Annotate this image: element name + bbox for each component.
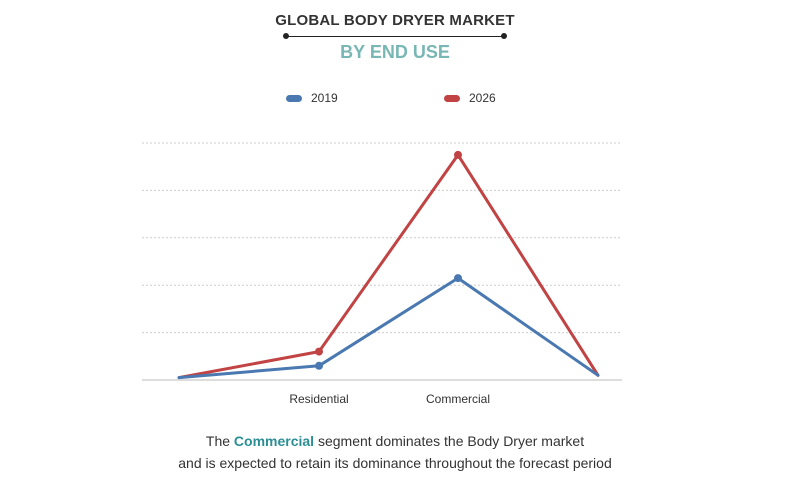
underline-left-dot: [283, 33, 289, 39]
legend-label-2019: 2019: [311, 91, 338, 105]
caption-line-2: and is expected to retain its dominance …: [178, 455, 612, 471]
chart-subtitle: BY END USE: [340, 42, 450, 62]
x-tick-label: Residential: [289, 392, 348, 406]
data-point-2026: [454, 150, 462, 159]
line-chart: Residential Commercial: [142, 142, 622, 406]
legend-swatch-2019: [286, 94, 302, 102]
underline-right-dot: [501, 33, 507, 39]
caption-prefix: The: [205, 433, 234, 449]
chart-title: GLOBAL BODY DRYER MARKET: [275, 12, 515, 29]
caption-line1-rest: segment dominates the Body Dryer market: [314, 433, 585, 449]
caption-line-1: The Commercial segment dominates the Bod…: [0, 430, 790, 452]
title-underline: [286, 36, 504, 37]
legend-item-2026: 2026: [444, 90, 496, 106]
x-tick-label: Commercial: [426, 392, 490, 406]
chart-caption: The Commercial segment dominates the Bod…: [0, 430, 790, 474]
caption-highlight: Commercial: [233, 433, 315, 449]
data-point-2019: [454, 274, 462, 283]
data-point-2026: [315, 347, 323, 356]
legend-swatch-2026: [444, 94, 460, 102]
data-point-2019: [315, 361, 323, 370]
legend-item-2019: 2019: [286, 90, 338, 106]
legend-label-2026: 2026: [469, 91, 496, 105]
series-line-2019: [177, 276, 600, 380]
series-line-2026: [177, 153, 600, 380]
